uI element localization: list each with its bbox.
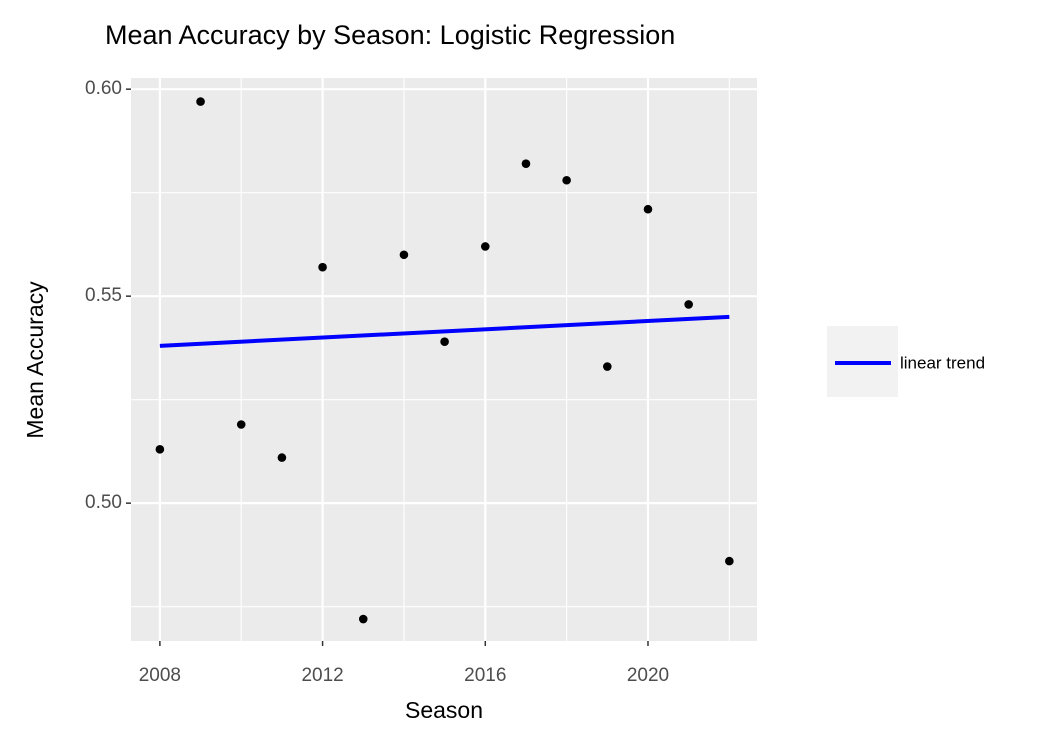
y-axis-title: Mean Accuracy bbox=[22, 281, 48, 439]
y-tick-label: 0.50 bbox=[85, 492, 122, 513]
data-point bbox=[399, 250, 409, 260]
data-point bbox=[603, 362, 612, 371]
legend-label: linear trend bbox=[900, 353, 985, 372]
chart-title: Mean Accuracy by Season: Logistic Regres… bbox=[105, 20, 675, 50]
data-point bbox=[277, 453, 287, 462]
x-tick-label: 2020 bbox=[627, 665, 669, 686]
x-tick-label: 2008 bbox=[139, 665, 181, 686]
plot-panel bbox=[131, 78, 757, 641]
data-point bbox=[725, 556, 734, 566]
data-point bbox=[318, 262, 327, 272]
data-point bbox=[643, 204, 653, 214]
x-tick-label: 2016 bbox=[464, 665, 506, 686]
data-point bbox=[684, 300, 693, 309]
data-point bbox=[358, 614, 368, 624]
data-point bbox=[155, 445, 165, 454]
data-point bbox=[440, 337, 449, 346]
data-point bbox=[196, 97, 205, 106]
x-axis-title: Season bbox=[405, 697, 483, 723]
x-tick-label: 2012 bbox=[301, 665, 343, 686]
data-point bbox=[236, 420, 246, 429]
data-point bbox=[562, 175, 571, 185]
data-point bbox=[521, 159, 531, 168]
trend-line bbox=[159, 314, 730, 348]
y-tick-label: 0.55 bbox=[85, 285, 122, 306]
y-tick-label: 0.60 bbox=[85, 78, 122, 99]
data-point bbox=[480, 242, 490, 251]
